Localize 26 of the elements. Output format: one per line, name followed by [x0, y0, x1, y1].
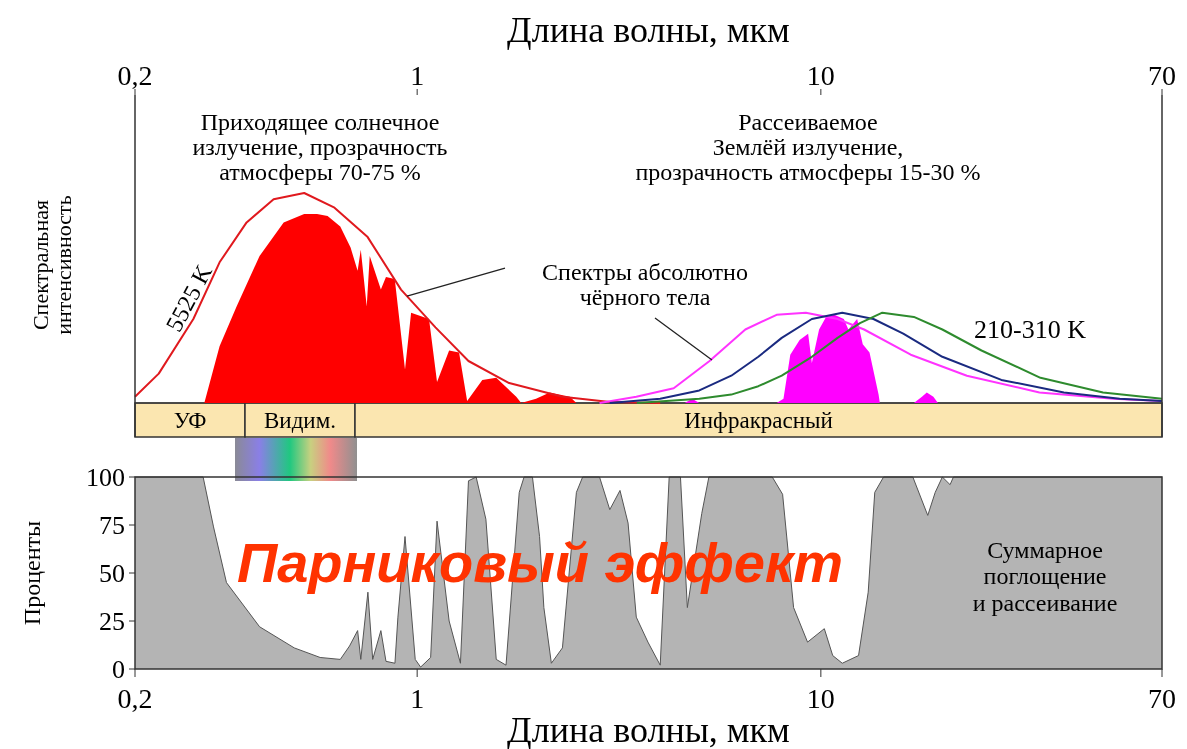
annotation: 210-310 K: [974, 315, 1087, 344]
y-axis-title: Спектральная интенсивность: [28, 195, 77, 335]
text: УФ: [173, 408, 207, 433]
x-tick-label: 70: [1148, 60, 1176, 91]
annotation: Спектры абсолютно чёрного тела: [542, 259, 748, 311]
y-tick-label: 75: [99, 511, 125, 540]
x-tick-label: 70: [1148, 683, 1176, 714]
y-tick-label: 50: [99, 559, 125, 588]
x-tick-label: 0,2: [117, 683, 153, 714]
x-tick-label: 1: [410, 60, 425, 91]
y-tick-label: 100: [86, 463, 125, 492]
x-tick-label: 10: [806, 60, 835, 91]
x-tick-label: 1: [410, 683, 425, 714]
x-axis-title: Длина волны, мкм: [507, 710, 790, 749]
x-axis-title: Длина волны, мкм: [507, 10, 790, 50]
y-tick-label: 25: [99, 607, 125, 636]
x-tick-label: 0,2: [117, 60, 153, 91]
text: 5525 K: [160, 260, 218, 336]
text: Инфракрасный: [684, 408, 833, 433]
text: Рассеиваемое Землёй излучение, прозрачность атмосферы 15-30 %: [635, 109, 981, 186]
x-tick-label: 10: [806, 683, 835, 714]
text: Приходящее солнечное излучение, прозрачность атмосферы 70-75 %: [192, 109, 448, 186]
annotation: Суммарное поглощение и рассеивание: [972, 537, 1118, 616]
y-tick-label: 0: [112, 655, 125, 684]
y-axis-title: Проценты: [19, 520, 45, 626]
text: Видим.: [264, 408, 336, 433]
